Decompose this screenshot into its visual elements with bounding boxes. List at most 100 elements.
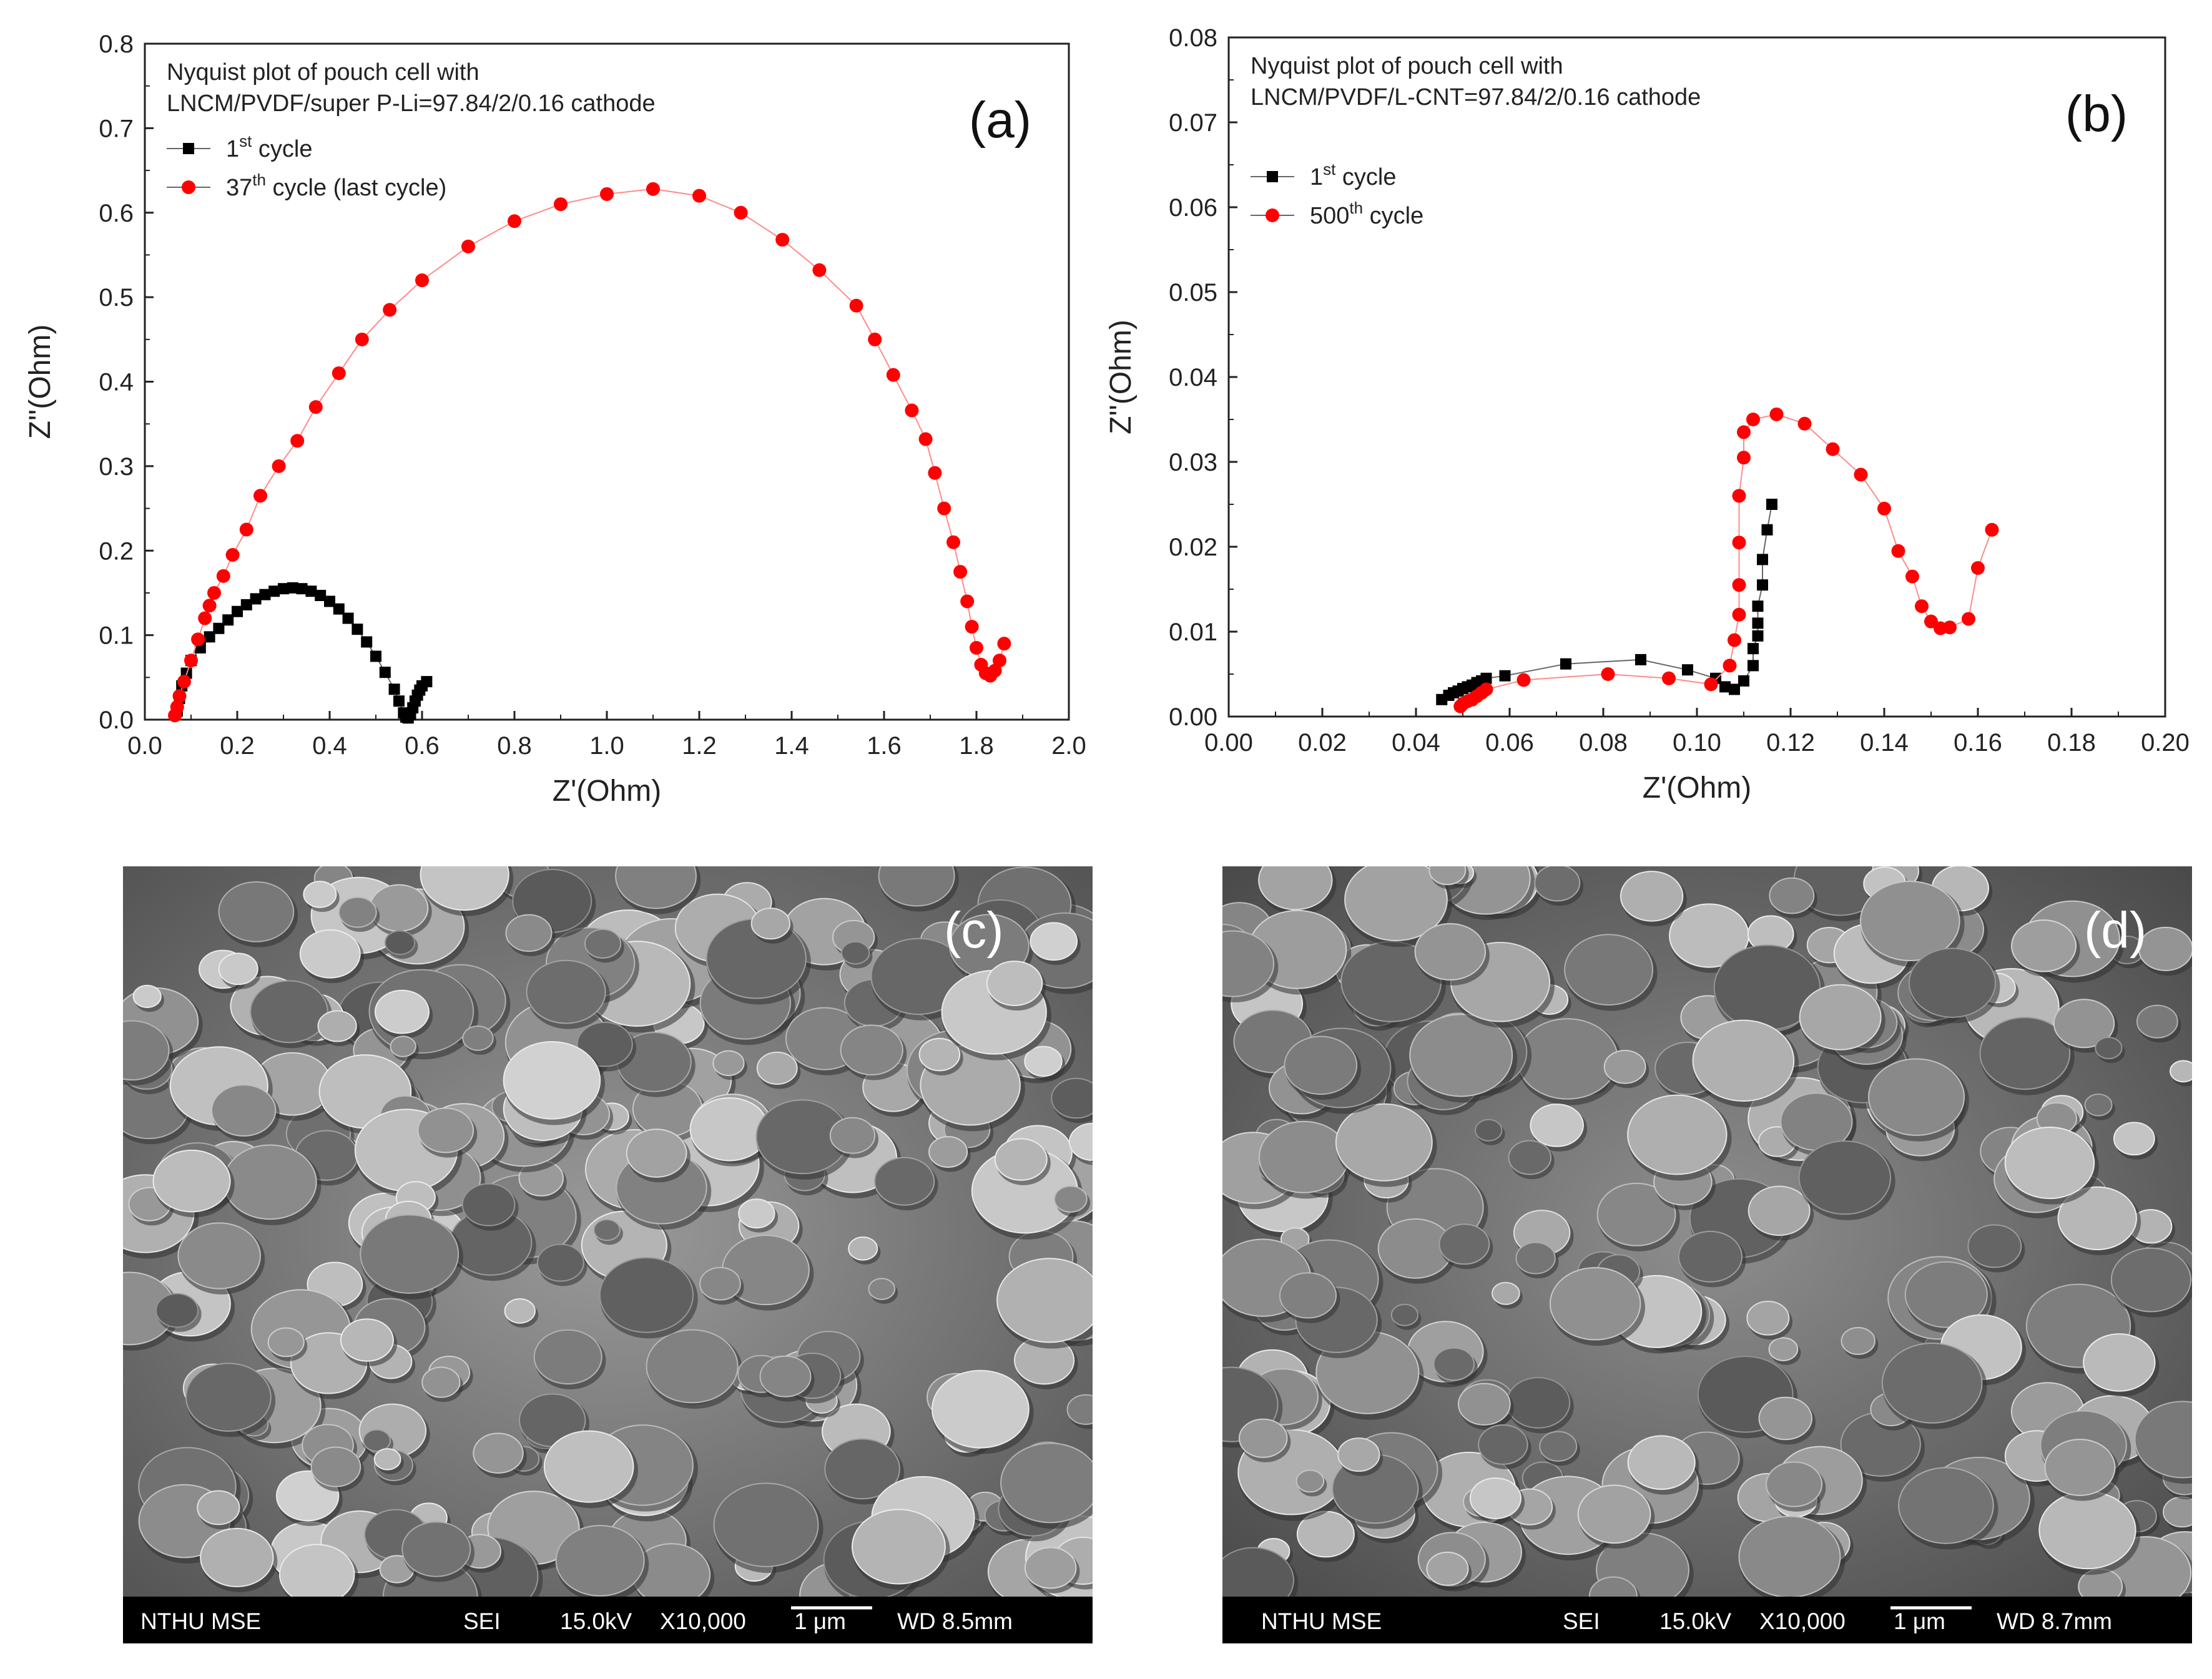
data-point — [388, 683, 400, 695]
data-point — [415, 273, 429, 288]
series-1 — [168, 182, 1011, 723]
data-point — [1723, 658, 1737, 673]
sem-image-c: NTHU MSE SEI 15.0kV X10,000 1 μm WD 8.5m… — [123, 866, 1093, 1643]
data-point — [1732, 489, 1746, 503]
data-point — [600, 187, 614, 201]
legend-label-sup: st — [239, 132, 252, 150]
legend-label-rest: cycle — [1363, 203, 1423, 229]
legend-label: 37th cycle (last cycle) — [226, 170, 446, 201]
panel-label-c: (c) — [944, 902, 1004, 959]
y-tick-label: 0.1 — [99, 622, 134, 650]
data-point — [1757, 579, 1768, 591]
data-point — [1769, 407, 1784, 421]
particle-texture — [1222, 866, 2192, 1620]
y-tick-label: 0.01 — [1169, 619, 1217, 646]
data-point — [222, 614, 234, 626]
chart-title-line: LNCM/PVDF/L-CNT=97.84/2/0.16 cathode — [1251, 84, 1701, 110]
data-point — [953, 565, 968, 579]
data-point — [1499, 670, 1511, 682]
data-point — [250, 593, 262, 605]
sem-databar — [1222, 1597, 2192, 1643]
legend-marker — [1267, 171, 1278, 182]
y-tick-label: 0.4 — [99, 369, 134, 396]
series-line — [174, 188, 1005, 716]
sem-magnification-label: X10,000 — [660, 1608, 746, 1634]
x-tick-label: 1.4 — [774, 732, 809, 760]
data-point — [1766, 499, 1777, 510]
x-tick-label: 2.0 — [1051, 732, 1086, 760]
legend-label-sup: st — [1323, 160, 1336, 179]
sem-wd-label: WD 8.5mm — [897, 1608, 1013, 1634]
data-point — [461, 239, 475, 253]
legend-marker — [1266, 208, 1279, 222]
data-point — [1662, 671, 1676, 685]
data-point — [1682, 664, 1693, 676]
data-point — [946, 535, 960, 549]
data-point — [1985, 522, 1999, 537]
data-point — [1635, 653, 1646, 665]
data-point — [993, 653, 1006, 668]
data-point — [213, 622, 225, 634]
nyquist-chart-a-svg: 0.0 0.2 0.4 0.6 0.8 1.0 1.2 1.4 1.6 1.8 2.0 0.0 0.1 0… — [24, 31, 1086, 808]
nyquist-chart-b-svg: 0.00 0.02 0.04 0.06 0.08 0.10 0.12 0.14 0.16 0.18… — [1106, 24, 2190, 805]
x-tick-label: 0.00 — [1204, 729, 1253, 756]
x-tick-label: 0.10 — [1673, 729, 1721, 756]
sem-wd-label: WD 8.7mm — [1997, 1608, 2112, 1634]
panel-label: (b) — [2065, 86, 2128, 142]
data-point — [287, 582, 298, 594]
y-tick-label: 0.5 — [99, 284, 134, 311]
sem-scale-label: 1 μm — [1894, 1608, 1945, 1634]
data-point — [383, 303, 397, 317]
data-point — [1757, 554, 1768, 565]
data-point — [1747, 660, 1759, 672]
x-tick-label: 0.20 — [2141, 729, 2190, 756]
data-point — [253, 489, 267, 503]
data-point — [240, 599, 252, 610]
plot-frame — [1227, 36, 2166, 718]
sem-voltage-label: 15.0kV — [1659, 1608, 1732, 1634]
data-point — [970, 640, 983, 655]
data-point — [1962, 612, 1975, 626]
data-point — [1752, 630, 1764, 642]
data-point — [965, 620, 979, 634]
data-point — [1732, 536, 1746, 550]
sem-image-c-svg: NTHU MSE SEI 15.0kV X10,000 1 μm WD 8.5m… — [123, 866, 1093, 1643]
y-axis-label: Z''(Ohm) — [1106, 320, 1138, 434]
sem-lab-label: NTHU MSE — [140, 1608, 261, 1634]
data-point — [1728, 633, 1741, 647]
panel-label-d: (d) — [2084, 902, 2146, 959]
x-tick-label: 0.08 — [1579, 729, 1628, 756]
data-point — [184, 653, 198, 668]
legend-label: 1st cycle — [1310, 160, 1397, 190]
nyquist-chart-b: 0.00 0.02 0.04 0.06 0.08 0.10 0.12 0.14 0.16 0.18… — [1106, 0, 2212, 849]
series-1 — [1453, 407, 1999, 713]
y-tick-label: 0.08 — [1169, 24, 1217, 52]
data-point — [1732, 578, 1746, 592]
x-tick-label: 0.6 — [405, 732, 440, 760]
legend-label: 1st cycle — [226, 132, 313, 162]
legend-label-base: 37 — [226, 175, 252, 201]
data-point — [308, 400, 323, 414]
data-point — [172, 689, 187, 703]
data-point — [204, 631, 215, 643]
data-point — [177, 675, 191, 689]
data-point — [1891, 544, 1905, 558]
data-point — [225, 548, 240, 562]
data-point — [259, 589, 271, 600]
y-tick-label: 0.02 — [1169, 534, 1217, 561]
sem-mode-label: SEI — [463, 1608, 501, 1634]
x-axis-label: Z'(Ohm) — [1643, 771, 1751, 805]
data-point — [1738, 675, 1749, 687]
data-point — [333, 603, 345, 615]
data-point — [379, 667, 391, 678]
data-point — [1761, 524, 1773, 536]
data-point — [1516, 673, 1531, 687]
legend-label-rest: cycle — [1335, 164, 1396, 190]
data-point — [1732, 607, 1746, 622]
x-tick-label: 0.04 — [1392, 729, 1440, 756]
data-point — [1601, 667, 1615, 681]
sem-image-d-svg: NTHU MSE SEI 15.0kV X10,000 1 μm WD 8.7m… — [1222, 866, 2192, 1643]
sem-scale-label: 1 μm — [794, 1608, 846, 1634]
x-axis-label: Z'(Ohm) — [553, 775, 661, 808]
particle-texture — [123, 866, 1093, 1641]
